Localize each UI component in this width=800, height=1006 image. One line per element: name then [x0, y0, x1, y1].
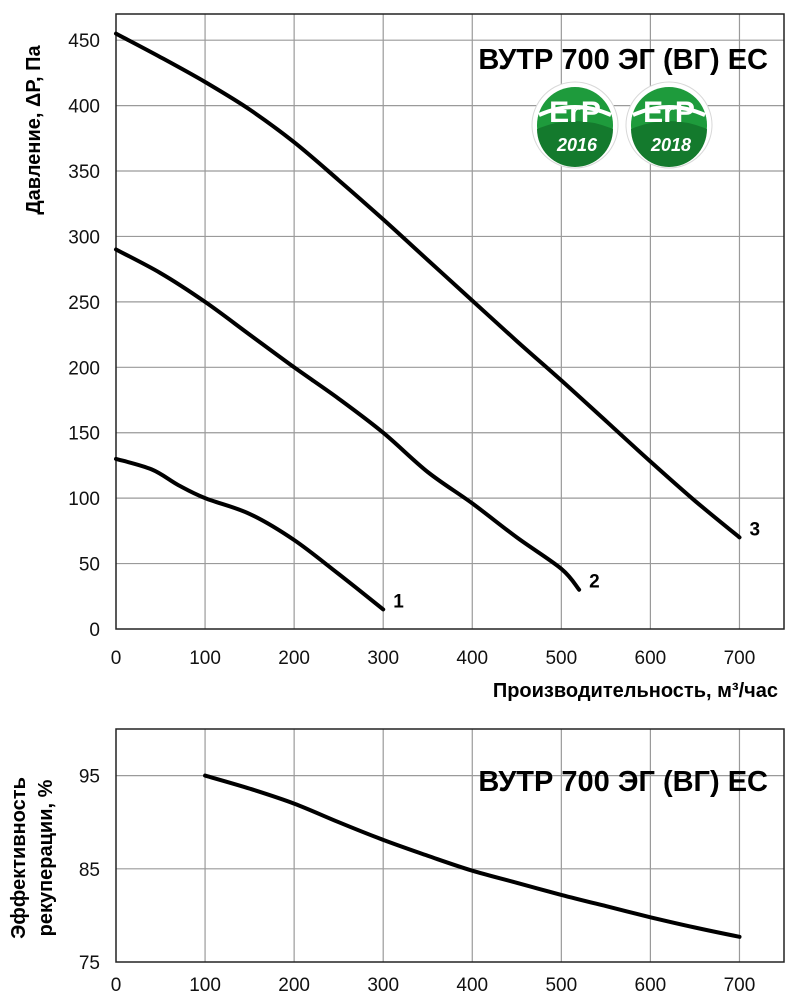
efficiency-x-tick-label: 0 — [111, 975, 122, 996]
pressure-chart-curves: 1 2 3 — [114, 31, 760, 612]
efficiency-chart-frame — [115, 728, 785, 963]
erp-2018-badge-label: ErP — [643, 96, 695, 129]
pressure-chart-ticks: 0 100 200 300 400 500 600 700 0 50 100 150 200 250 300… — [68, 31, 755, 669]
pressure-y-tick-label: 450 — [68, 31, 100, 52]
efficiency-x-tick-label: 200 — [278, 975, 310, 996]
efficiency-chart-ticks: 0 100 200 300 400 500 600 700 75 85 95 — [79, 767, 755, 996]
pressure-x-tick-label: 300 — [367, 648, 399, 669]
pressure-x-tick-label: 400 — [456, 648, 488, 669]
pressure-y-tick-label: 250 — [68, 293, 100, 314]
efficiency-y-tick-label: 95 — [79, 767, 100, 788]
pressure-chart-frame — [115, 13, 785, 630]
pressure-chart-x-axis-label: Производительность, м³/час — [493, 680, 778, 702]
pressure-x-tick-label: 0 — [111, 648, 122, 669]
pressure-y-tick-label: 350 — [68, 162, 100, 183]
pressure-x-tick-label: 100 — [189, 648, 221, 669]
efficiency-chart-y-axis-label-line2: рекуперации, % — [35, 779, 57, 936]
pressure-series-label: 2 — [589, 572, 600, 593]
efficiency-x-tick-label: 500 — [545, 975, 577, 996]
efficiency-x-tick-label: 100 — [189, 975, 221, 996]
pressure-y-tick-label: 200 — [68, 358, 100, 379]
efficiency-y-tick-label: 85 — [79, 860, 100, 881]
efficiency-chart-curves — [203, 773, 742, 939]
pressure-y-tick-label: 50 — [79, 555, 100, 576]
pressure-x-tick-label: 500 — [545, 648, 577, 669]
pressure-chart: 0 100 200 300 400 500 600 700 0 50 100 150 200 250 300… — [23, 13, 785, 702]
pressure-x-tick-label: 700 — [724, 648, 756, 669]
efficiency-y-tick-label: 75 — [79, 953, 100, 974]
efficiency-chart: 0 100 200 300 400 500 600 700 75 85 95 ВУТР 700 ЭГ… — [8, 728, 785, 996]
pressure-y-tick-label: 300 — [68, 227, 100, 248]
pressure-series-line-3 — [114, 31, 742, 540]
efficiency-chart-grid — [116, 729, 784, 962]
pressure-y-tick-label: 150 — [68, 424, 100, 445]
pressure-x-tick-label: 200 — [278, 648, 310, 669]
pressure-y-tick-label: 400 — [68, 97, 100, 118]
pressure-series-label: 3 — [749, 519, 760, 540]
erp-2018-badge: ErP 2018 — [625, 81, 713, 169]
pressure-series-label: 1 — [393, 591, 404, 612]
efficiency-chart-title: ВУТР 700 ЭГ (ВГ) ЕС — [478, 766, 768, 798]
pressure-y-tick-label: 0 — [89, 620, 100, 641]
erp-2016-badge-year: 2016 — [556, 135, 598, 155]
efficiency-x-tick-label: 300 — [367, 975, 399, 996]
efficiency-x-tick-label: 400 — [456, 975, 488, 996]
pressure-chart-title: ВУТР 700 ЭГ (ВГ) ЕС — [478, 44, 768, 76]
erp-2016-badge-label: ErP — [549, 96, 601, 129]
pressure-y-tick-label: 100 — [68, 489, 100, 510]
efficiency-chart-y-axis-label-line1: Эффективность — [8, 777, 30, 939]
efficiency-series-line-1 — [203, 773, 742, 939]
efficiency-x-tick-label: 600 — [635, 975, 667, 996]
erp-2016-badge: ErP 2016 — [531, 81, 619, 169]
pressure-x-tick-label: 600 — [635, 648, 667, 669]
erp-2018-badge-year: 2018 — [650, 135, 691, 155]
pressure-series-line-2 — [114, 247, 582, 592]
efficiency-x-tick-label: 700 — [724, 975, 756, 996]
pressure-series-line-1 — [114, 456, 386, 612]
pressure-chart-y-axis-label: Давление, ΔР, Па — [23, 45, 45, 215]
